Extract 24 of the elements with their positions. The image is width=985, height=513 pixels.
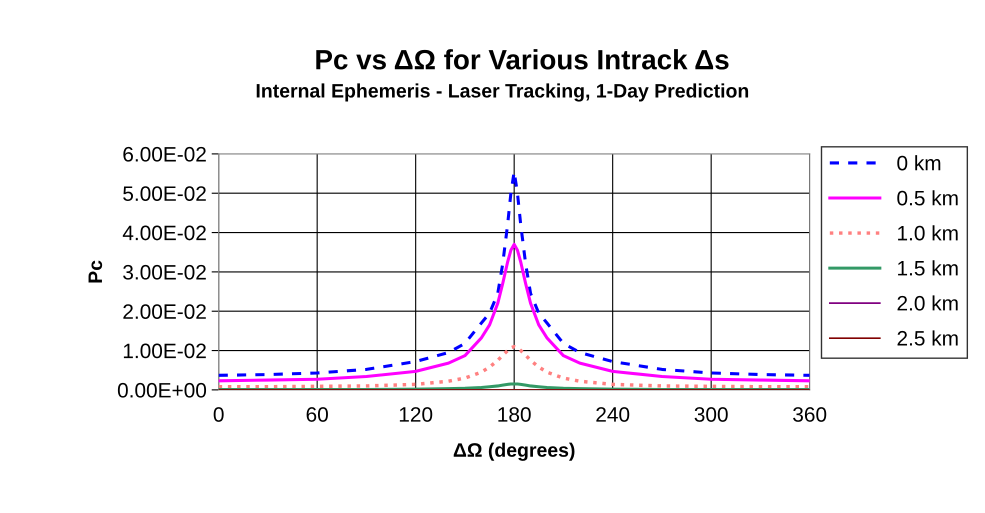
y-tick-label: 5.00E-02	[123, 186, 206, 201]
y-tick-label: 6.00E-02	[123, 146, 206, 162]
x-tick-label: 300	[694, 407, 728, 422]
x-axis-title: ΔΩ (degrees)	[454, 442, 574, 461]
x-tick-label: 180	[498, 407, 531, 422]
x-tick-label: 360	[793, 407, 826, 422]
legend-label: 1.0 km	[898, 225, 958, 241]
legend-label: 0 km	[897, 155, 940, 170]
y-tick-label: 0.00E+00	[118, 382, 206, 398]
y-axis-title: Pc	[88, 260, 102, 282]
y-tick-label: 4.00E-02	[122, 226, 206, 240]
y-tick-label: 1.00E-02	[124, 344, 206, 358]
legend-label: 0.5 km	[897, 190, 958, 206]
chart-title: Pc vs ΔΩ for Various Intrack Δs	[316, 49, 729, 70]
x-tick-label: 120	[400, 407, 432, 422]
y-tick-label: 3.00E-02	[123, 264, 206, 280]
x-tick-label: 60	[306, 407, 328, 422]
x-tick-label: 240	[596, 407, 630, 422]
legend-label: 1.5 km	[898, 260, 958, 276]
y-tick-label: 2.00E-02	[123, 304, 206, 319]
x-tick-label: 0	[214, 407, 224, 422]
legend-label: 2.5 km	[898, 330, 958, 346]
chart-subtitle: Internal Ephemeris - Laser Tracking, 1-Day Prediction	[256, 83, 748, 102]
legend-label: 2.0 km	[898, 295, 958, 311]
